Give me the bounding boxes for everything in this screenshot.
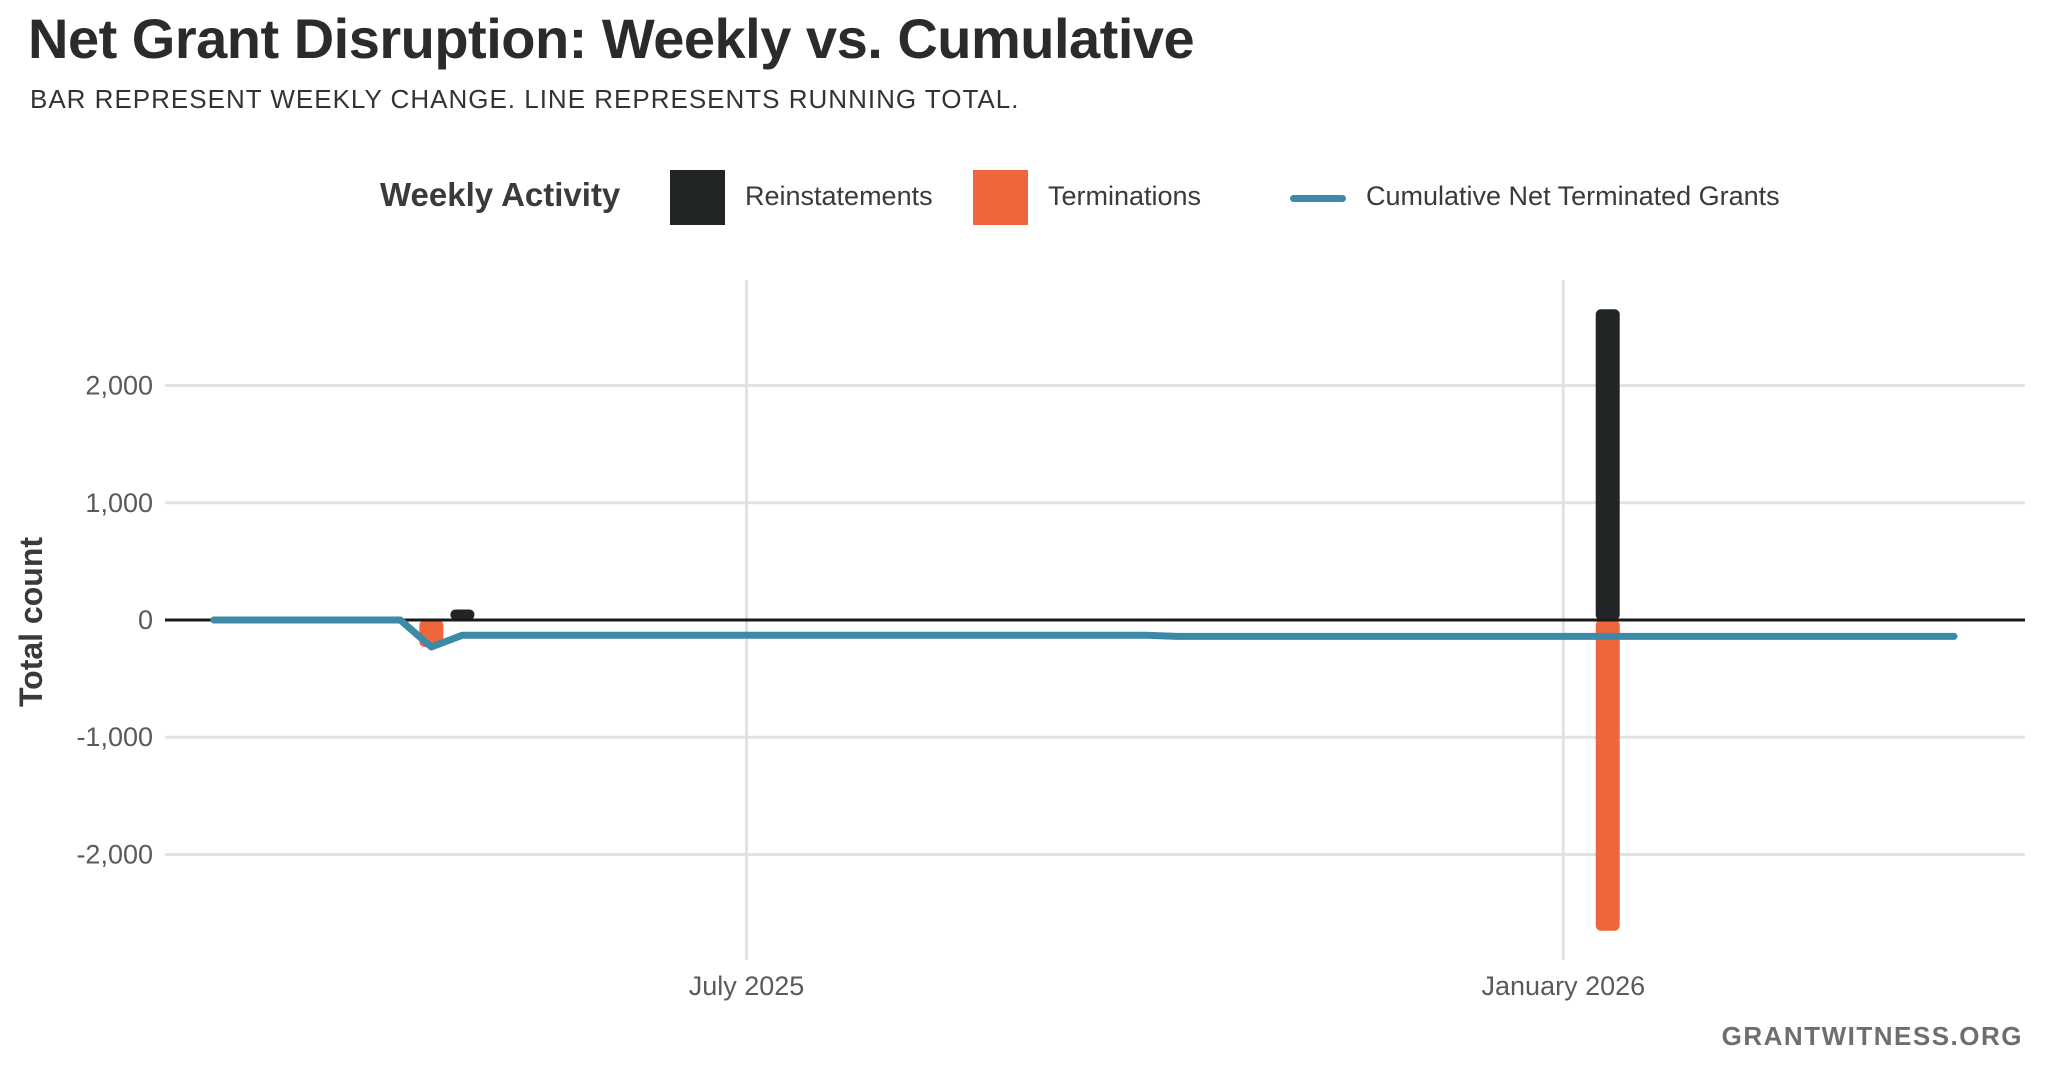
y-tick-label: -1,000 [76, 722, 153, 752]
y-tick-label: -2,000 [76, 839, 153, 869]
y-tick-label: 0 [138, 605, 153, 635]
legend-swatch-terminations [973, 170, 1028, 225]
legend-label-terminations: Terminations [1048, 181, 1202, 211]
legend-line-cumulative [1290, 195, 1346, 202]
x-tick-label: January 2026 [1482, 971, 1646, 1001]
chart-title: Net Grant Disruption: Weekly vs. Cumulat… [28, 7, 1195, 70]
bar-reinstatements [1595, 309, 1620, 620]
cumulative-line-layer [210, 616, 1958, 651]
source-footer: GRANTWITNESS.ORG [1721, 1021, 2023, 1051]
legend-label-cumulative: Cumulative Net Terminated Grants [1366, 181, 1780, 211]
bar-terminations [1595, 620, 1620, 931]
y-axis-title: Total count [13, 537, 49, 707]
bars [419, 309, 1620, 931]
axis-labels: 2,000 1,000 0 -1,000 -2,000 July 2025 January … [76, 371, 1645, 1001]
legend-label-reinstatements: Reinstatements [745, 181, 933, 211]
x-tick-label: July 2025 [689, 971, 805, 1001]
y-tick-label: 2,000 [85, 371, 153, 401]
chart-subtitle: BAR REPRESENT WEEKLY CHANGE. LINE REPRES… [30, 84, 1020, 114]
legend-swatch-reinstatements [670, 170, 725, 225]
legend-title: Weekly Activity [380, 176, 621, 213]
cumulative-line [210, 616, 1958, 651]
legend: Weekly Activity Reinstatements Terminati… [0, 168, 2048, 228]
bar-reinstatements [450, 609, 475, 620]
y-tick-label: 1,000 [85, 488, 153, 518]
